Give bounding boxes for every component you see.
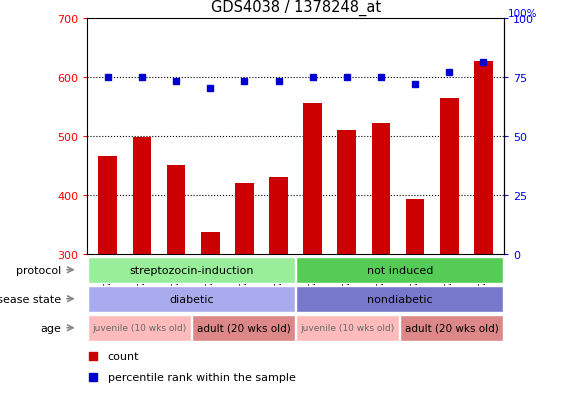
Text: juvenile (10 wks old): juvenile (10 wks old)	[301, 323, 395, 332]
Bar	[235, 183, 254, 254]
Bar	[406, 199, 425, 254]
FancyBboxPatch shape	[88, 286, 295, 312]
Text: disease state: disease state	[0, 294, 61, 304]
Text: count: count	[108, 351, 139, 361]
Text: 100%: 100%	[508, 9, 538, 19]
Bar	[99, 157, 117, 254]
Bar	[132, 138, 151, 254]
Text: protocol: protocol	[16, 265, 61, 275]
FancyBboxPatch shape	[296, 286, 503, 312]
Text: not induced: not induced	[367, 265, 433, 275]
Bar	[372, 123, 390, 254]
Bar	[474, 62, 493, 254]
FancyBboxPatch shape	[88, 257, 295, 283]
Bar	[201, 232, 220, 254]
Text: adult (20 wks old): adult (20 wks old)	[405, 323, 499, 333]
FancyBboxPatch shape	[296, 315, 399, 341]
Bar	[167, 166, 185, 254]
Bar	[303, 104, 322, 254]
Bar	[269, 178, 288, 254]
FancyBboxPatch shape	[296, 257, 503, 283]
Title: GDS4038 / 1378248_at: GDS4038 / 1378248_at	[211, 0, 381, 16]
Text: juvenile (10 wks old): juvenile (10 wks old)	[92, 323, 186, 332]
Text: diabetic: diabetic	[169, 294, 214, 304]
Bar	[337, 131, 356, 254]
FancyBboxPatch shape	[400, 315, 503, 341]
Text: streptozocin-induction: streptozocin-induction	[129, 265, 254, 275]
Bar	[440, 99, 459, 254]
FancyBboxPatch shape	[88, 315, 191, 341]
Text: adult (20 wks old): adult (20 wks old)	[196, 323, 291, 333]
FancyBboxPatch shape	[192, 315, 295, 341]
Text: percentile rank within the sample: percentile rank within the sample	[108, 372, 296, 382]
Text: age: age	[40, 323, 61, 333]
Text: nondiabetic: nondiabetic	[367, 294, 432, 304]
